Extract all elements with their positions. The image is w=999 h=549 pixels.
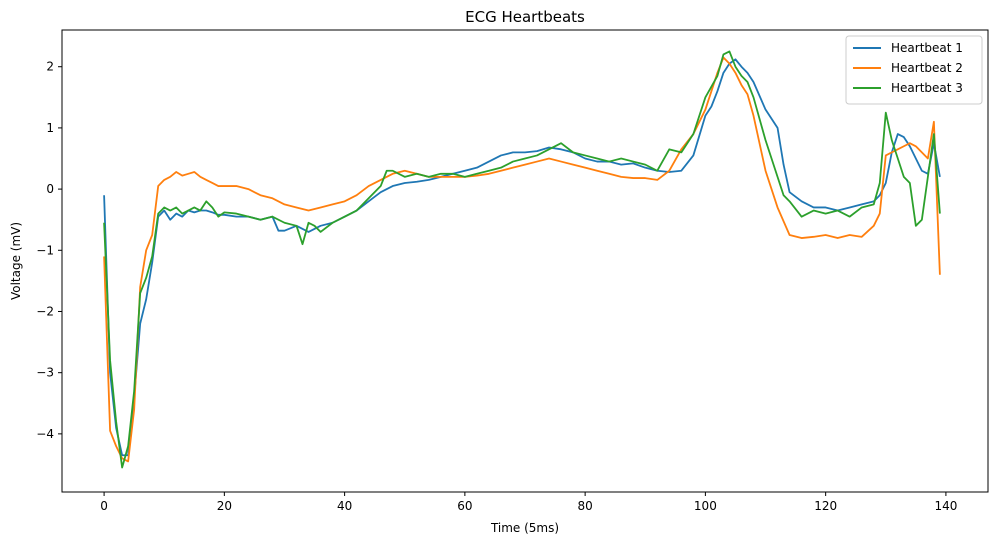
plot-lines bbox=[103, 50, 941, 469]
y-tick-label: 2 bbox=[46, 60, 54, 74]
series-line-heartbeat-3 bbox=[103, 50, 941, 469]
x-tick-label: 80 bbox=[577, 499, 592, 513]
legend-items: Heartbeat 1 Heartbeat 2 Heartbeat 3 bbox=[853, 41, 963, 95]
x-tick-label: 100 bbox=[694, 499, 717, 513]
legend-label-heartbeat-3: Heartbeat 3 bbox=[891, 81, 963, 95]
series-line-heartbeat-1 bbox=[103, 58, 941, 457]
y-tick-label: 0 bbox=[46, 182, 54, 196]
chart-title: ECG Heartbeats bbox=[465, 8, 585, 26]
y-tick-label: −1 bbox=[36, 243, 54, 257]
legend-label-heartbeat-1: Heartbeat 1 bbox=[891, 41, 963, 55]
y-axis-ticks: −4 −3 −2 −1 0 1 2 bbox=[36, 60, 62, 441]
x-tick-label: 140 bbox=[934, 499, 957, 513]
x-axis-label: Time (5ms) bbox=[490, 521, 559, 535]
y-tick-label: −4 bbox=[36, 427, 54, 441]
y-tick-label: −2 bbox=[36, 304, 54, 318]
y-tick-label: −3 bbox=[36, 366, 54, 380]
x-tick-label: 0 bbox=[100, 499, 108, 513]
y-axis-label: Voltage (mV) bbox=[9, 222, 23, 300]
legend: Heartbeat 1 Heartbeat 2 Heartbeat 3 bbox=[845, 35, 983, 105]
y-tick-label: 1 bbox=[46, 121, 54, 135]
x-tick-label: 20 bbox=[217, 499, 232, 513]
x-axis-ticks: 0 20 40 60 80 100 120 140 bbox=[100, 492, 957, 513]
series-line-heartbeat-2 bbox=[103, 56, 941, 463]
plot-frame bbox=[61, 29, 989, 493]
x-tick-label: 120 bbox=[814, 499, 837, 513]
x-tick-label: 40 bbox=[337, 499, 352, 513]
legend-label-heartbeat-2: Heartbeat 2 bbox=[891, 61, 963, 75]
x-tick-label: 60 bbox=[457, 499, 472, 513]
